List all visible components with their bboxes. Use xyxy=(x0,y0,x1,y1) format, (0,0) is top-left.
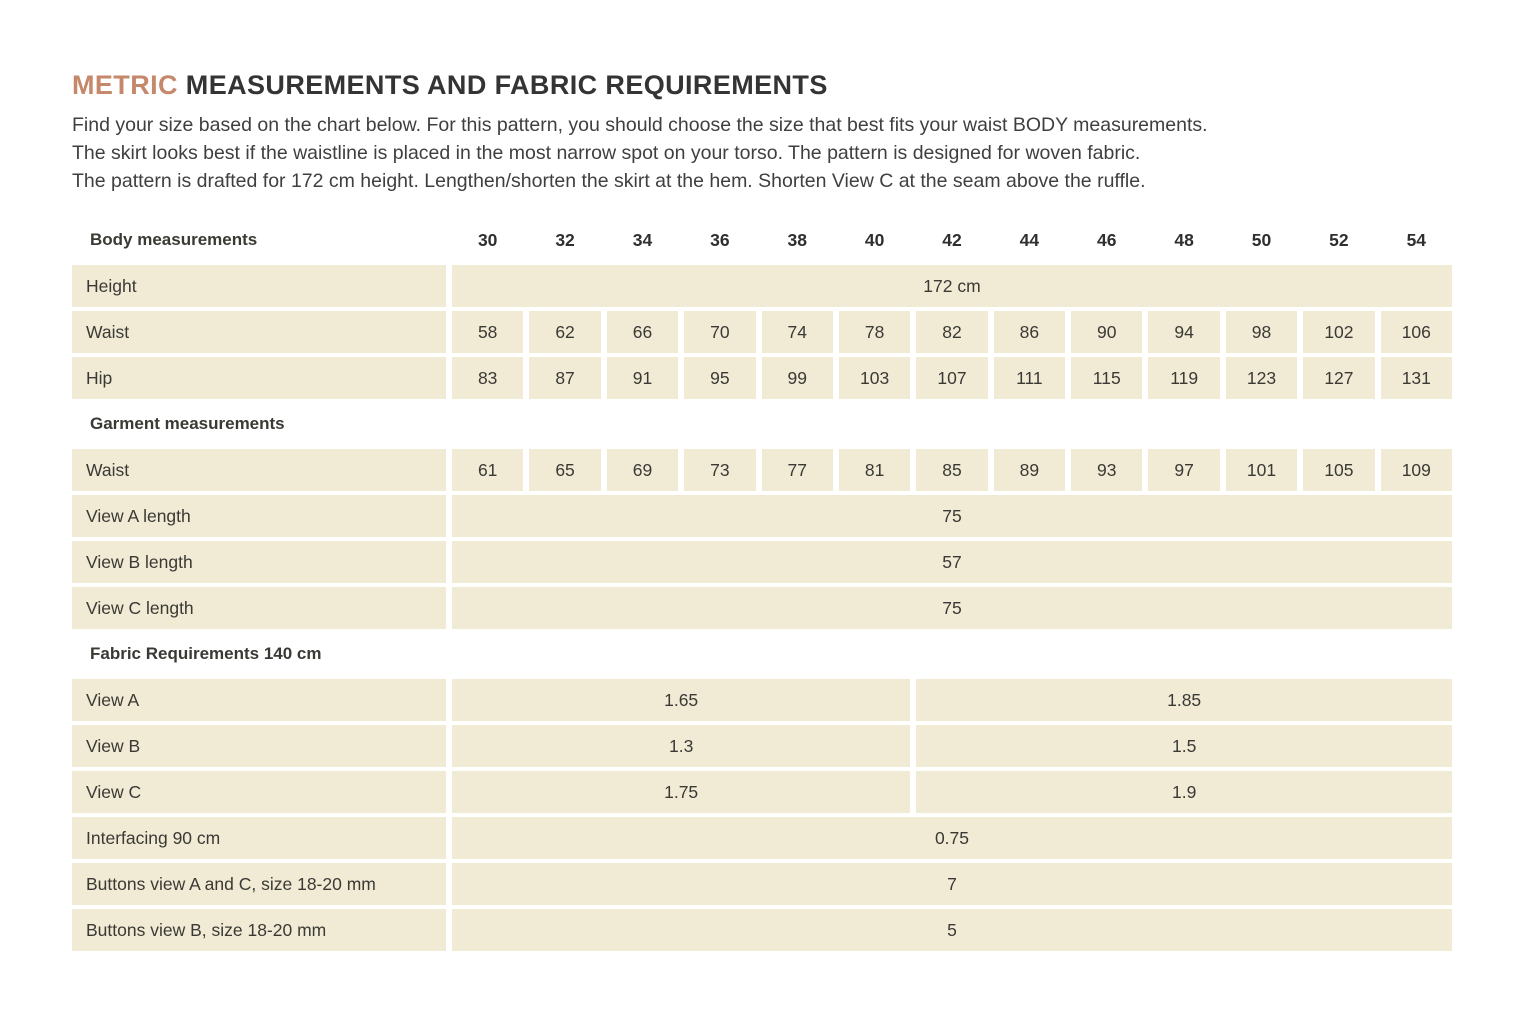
body-waist-cell: 98 xyxy=(1225,311,1298,353)
body-waist-cell: 86 xyxy=(993,311,1066,353)
size-column-header: 40 xyxy=(838,219,911,261)
body-waist-cell: 62 xyxy=(529,311,601,353)
size-column-header: 54 xyxy=(1380,219,1452,261)
view-c-length-value: 75 xyxy=(452,587,1452,629)
intro-line-3: The pattern is drafted for 172 cm height… xyxy=(72,170,1146,192)
size-column-header: 44 xyxy=(993,219,1066,261)
hip-cell: 103 xyxy=(838,357,911,399)
body-waist-cell: 94 xyxy=(1148,311,1220,353)
body-waist-cell: 66 xyxy=(606,311,679,353)
hip-cell: 87 xyxy=(529,357,601,399)
row-label-fabric-view-a: View A xyxy=(72,679,446,721)
fabric-view-a-large-sizes: 1.85 xyxy=(916,679,1452,721)
body-waist-cell: 78 xyxy=(838,311,911,353)
hip-cell: 95 xyxy=(684,357,756,399)
row-label-interfacing: Interfacing 90 cm xyxy=(72,817,446,859)
fabric-view-b-small-sizes: 1.3 xyxy=(452,725,911,767)
garment-waist-cell: 81 xyxy=(838,449,911,491)
row-label-view-b-length: View B length xyxy=(72,541,446,583)
body-waist-cell: 106 xyxy=(1380,311,1452,353)
measurements-table: Body measurements 30 32 34 36 38 40 42 4… xyxy=(72,219,1452,951)
fabric-view-c-large-sizes: 1.9 xyxy=(916,771,1452,813)
intro-paragraph: Find your size based on the chart below.… xyxy=(72,111,1452,195)
size-column-header: 48 xyxy=(1148,219,1220,261)
size-column-header: 46 xyxy=(1071,219,1143,261)
body-waist-cell: 74 xyxy=(761,311,833,353)
body-waist-cell: 102 xyxy=(1303,311,1375,353)
page-title-accent: METRIC xyxy=(72,70,178,100)
hip-cell: 131 xyxy=(1380,357,1452,399)
size-column-header: 50 xyxy=(1225,219,1298,261)
size-column-header: 32 xyxy=(529,219,601,261)
intro-line-1: Find your size based on the chart below.… xyxy=(72,114,1208,136)
buttons-view-b-value: 5 xyxy=(452,909,1452,951)
garment-waist-cell: 109 xyxy=(1380,449,1452,491)
hip-cell: 91 xyxy=(606,357,679,399)
intro-line-2: The skirt looks best if the waistline is… xyxy=(72,142,1141,164)
garment-waist-cell: 61 xyxy=(452,449,524,491)
hip-cell: 107 xyxy=(916,357,988,399)
section-header-body-measurements: Body measurements xyxy=(72,219,446,261)
view-b-length-value: 57 xyxy=(452,541,1452,583)
view-a-length-value: 75 xyxy=(452,495,1452,537)
row-label-buttons-view-b: Buttons view B, size 18-20 mm xyxy=(72,909,446,951)
row-label-body-waist: Waist xyxy=(72,311,446,353)
garment-waist-cell: 101 xyxy=(1225,449,1298,491)
fabric-view-b-large-sizes: 1.5 xyxy=(916,725,1452,767)
body-waist-cell: 90 xyxy=(1071,311,1143,353)
row-label-view-a-length: View A length xyxy=(72,495,446,537)
size-column-header: 42 xyxy=(916,219,988,261)
section-header-garment-measurements: Garment measurements xyxy=(72,403,1452,445)
fabric-view-c-small-sizes: 1.75 xyxy=(452,771,911,813)
garment-waist-cell: 65 xyxy=(529,449,601,491)
body-waist-cell: 82 xyxy=(916,311,988,353)
size-column-header: 30 xyxy=(452,219,524,261)
hip-cell: 115 xyxy=(1071,357,1143,399)
garment-waist-cell: 89 xyxy=(993,449,1066,491)
hip-cell: 119 xyxy=(1148,357,1220,399)
garment-waist-cell: 105 xyxy=(1303,449,1375,491)
row-label-fabric-view-b: View B xyxy=(72,725,446,767)
row-label-height: Height xyxy=(72,265,446,307)
section-header-fabric-requirements: Fabric Requirements 140 cm xyxy=(72,633,1452,675)
hip-cell: 111 xyxy=(993,357,1066,399)
row-label-hip: Hip xyxy=(72,357,446,399)
garment-waist-cell: 85 xyxy=(916,449,988,491)
size-column-header: 36 xyxy=(684,219,756,261)
size-column-header: 52 xyxy=(1303,219,1375,261)
row-label-garment-waist: Waist xyxy=(72,449,446,491)
garment-waist-cell: 73 xyxy=(684,449,756,491)
row-label-buttons-view-a-c: Buttons view A and C, size 18-20 mm xyxy=(72,863,446,905)
body-waist-cell: 70 xyxy=(684,311,756,353)
garment-waist-cell: 97 xyxy=(1148,449,1220,491)
page-title: METRIC MEASUREMENTS AND FABRIC REQUIREME… xyxy=(72,70,1452,101)
hip-cell: 123 xyxy=(1225,357,1298,399)
row-label-fabric-view-c: View C xyxy=(72,771,446,813)
body-waist-cell: 58 xyxy=(452,311,524,353)
size-column-header: 38 xyxy=(761,219,833,261)
interfacing-value: 0.75 xyxy=(452,817,1452,859)
row-label-view-c-length: View C length xyxy=(72,587,446,629)
garment-waist-cell: 93 xyxy=(1071,449,1143,491)
hip-cell: 83 xyxy=(452,357,524,399)
height-value-cell: 172 cm xyxy=(452,265,1452,307)
hip-cell: 127 xyxy=(1303,357,1375,399)
garment-waist-cell: 77 xyxy=(761,449,833,491)
size-column-header: 34 xyxy=(606,219,679,261)
hip-cell: 99 xyxy=(761,357,833,399)
page-title-rest: MEASUREMENTS AND FABRIC REQUIREMENTS xyxy=(177,70,828,100)
buttons-view-a-c-value: 7 xyxy=(452,863,1452,905)
fabric-view-a-small-sizes: 1.65 xyxy=(452,679,911,721)
garment-waist-cell: 69 xyxy=(606,449,679,491)
